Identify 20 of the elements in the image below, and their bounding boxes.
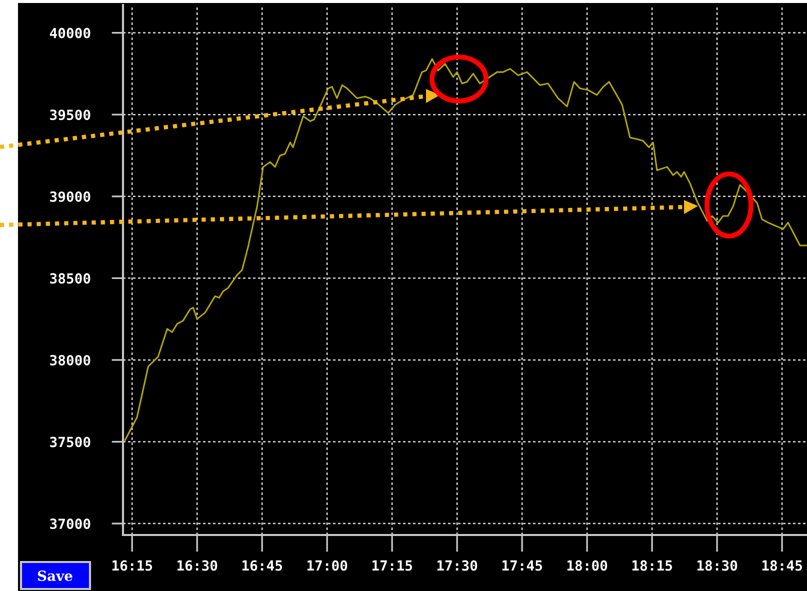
line-series [124, 58, 807, 441]
y-tick-label: 37500 [50, 436, 90, 448]
x-tick-label: 17:15 [372, 560, 412, 571]
y-tick-label: 37000 [50, 518, 90, 530]
x-tick-label: 17:30 [437, 560, 478, 571]
x-tick-label: 17:00 [307, 560, 348, 571]
x-tick-label: 18:00 [567, 560, 608, 571]
y-tick-label: 40000 [50, 28, 90, 38]
x-tick-label: 18:15 [632, 560, 672, 571]
x-tick-label: 16:45 [242, 560, 282, 571]
text: Save [38, 570, 72, 582]
x-tick-label: 18:45 [762, 560, 802, 571]
x-tick-label: 18:30 [697, 560, 738, 571]
y-tick-label: 39000 [50, 191, 90, 202]
x-tick-label: 17:45 [502, 560, 542, 571]
y-tick-label: 38500 [50, 273, 90, 284]
y-tick-label: 39500 [50, 110, 90, 120]
y-tick-label: 38000 [50, 354, 90, 366]
x-tick-label: 16:30 [177, 560, 218, 571]
x-tick-label: 16:15 [112, 560, 152, 571]
